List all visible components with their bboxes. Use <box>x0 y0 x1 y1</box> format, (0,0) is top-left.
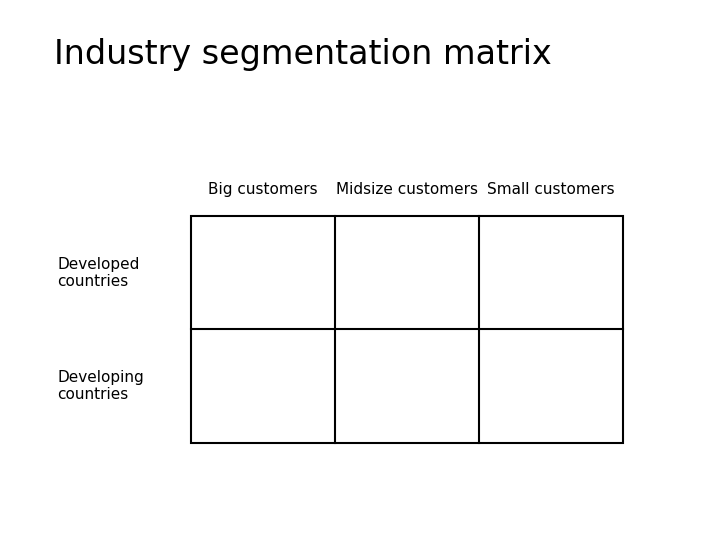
Text: Midsize customers: Midsize customers <box>336 182 478 197</box>
Text: Industry segmentation matrix: Industry segmentation matrix <box>54 38 552 71</box>
Text: Developing
countries: Developing countries <box>58 370 144 402</box>
Text: Developed
countries: Developed countries <box>58 256 140 289</box>
Bar <box>191 216 623 443</box>
Text: Big customers: Big customers <box>208 182 318 197</box>
Text: Small customers: Small customers <box>487 182 615 197</box>
